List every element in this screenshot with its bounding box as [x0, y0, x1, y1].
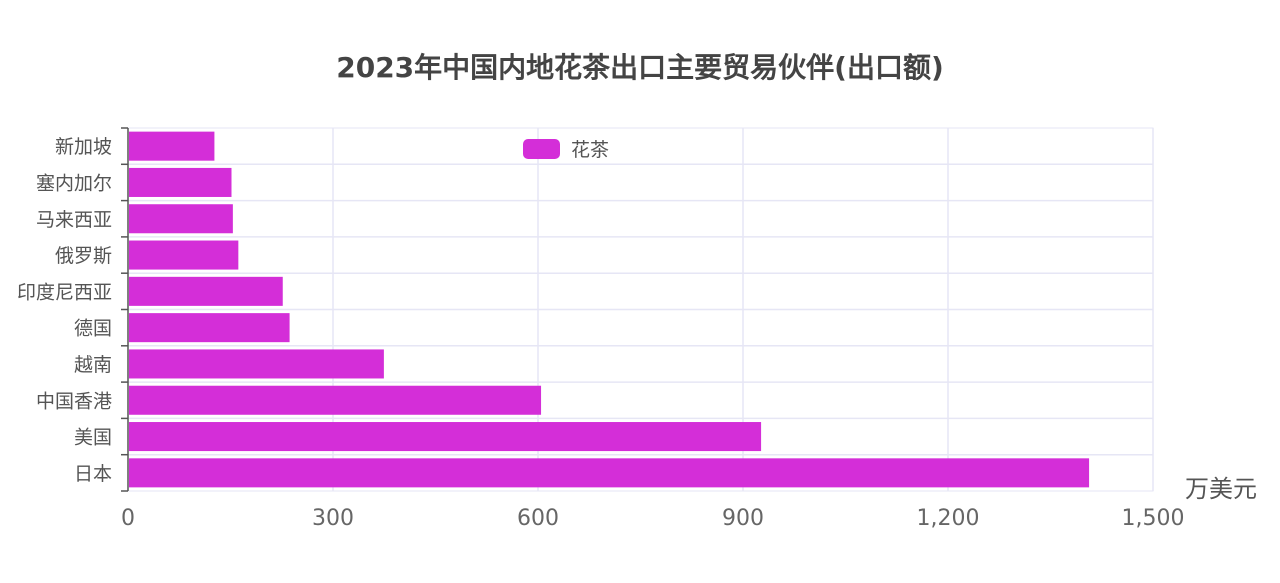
bar[interactable] — [129, 240, 239, 270]
y-tick-label: 德国 — [74, 318, 112, 340]
bar[interactable] — [129, 276, 283, 306]
bar[interactable] — [129, 167, 232, 197]
bar[interactable] — [129, 422, 762, 452]
y-tick-label: 印度尼西亚 — [17, 281, 112, 303]
x-tick-label: 900 — [722, 506, 764, 531]
x-tick-label: 600 — [517, 506, 559, 531]
x-tick-label: 1,200 — [917, 506, 980, 531]
bar[interactable] — [129, 458, 1090, 488]
bar[interactable] — [129, 313, 290, 343]
y-tick-label: 俄罗斯 — [55, 245, 112, 267]
x-tick-label: 0 — [121, 506, 135, 531]
y-tick-label: 马来西亚 — [36, 209, 112, 231]
y-tick-label: 中国香港 — [36, 390, 112, 412]
x-tick-label: 1,500 — [1122, 506, 1185, 531]
y-tick-label: 塞内加尔 — [36, 172, 112, 194]
chart-title: 2023年中国内地花茶出口主要贸易伙伴(出口额) — [336, 51, 944, 84]
x-axis-unit-label: 万美元 — [1185, 475, 1257, 503]
y-tick-label: 美国 — [74, 427, 112, 449]
legend-swatch — [523, 139, 560, 159]
y-tick-label: 日本 — [74, 463, 112, 485]
bar[interactable] — [129, 131, 215, 161]
y-tick-label: 越南 — [74, 354, 112, 376]
x-tick-label: 300 — [312, 506, 354, 531]
bar[interactable] — [129, 349, 384, 379]
bar[interactable] — [129, 204, 233, 234]
legend-label: 花茶 — [571, 139, 609, 161]
y-tick-label: 新加坡 — [55, 136, 112, 158]
bar[interactable] — [129, 385, 542, 415]
